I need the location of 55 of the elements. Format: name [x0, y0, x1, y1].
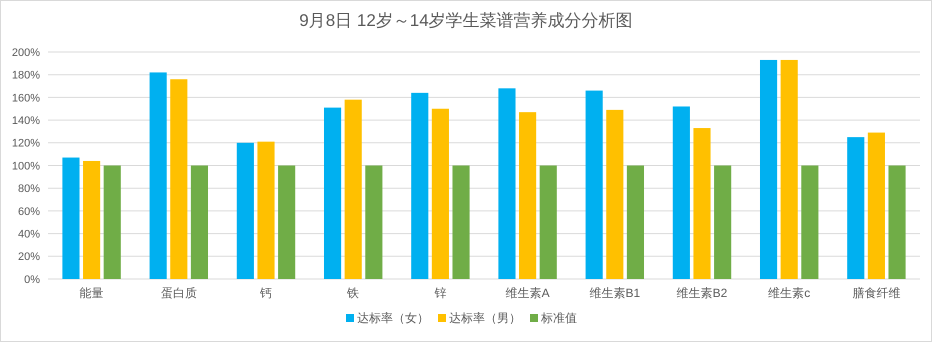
- bar: [498, 88, 516, 279]
- bar: [278, 166, 296, 279]
- bar: [672, 106, 690, 279]
- x-tick-label: 维生素B1: [589, 286, 640, 300]
- x-tick-label: 钙: [259, 286, 272, 300]
- bar: [150, 72, 167, 279]
- y-tick-label: 80%: [18, 183, 40, 196]
- y-tick-label: 100%: [12, 160, 40, 172]
- y-tick-label: 120%: [12, 138, 40, 150]
- bar: [170, 79, 188, 279]
- bar: [780, 60, 798, 279]
- bar: [411, 92, 428, 279]
- chart-title: 9月8日 12岁～14岁学生菜谱营养成分分析图: [299, 11, 633, 30]
- y-tick-label: 140%: [12, 114, 40, 127]
- bar: [760, 60, 778, 279]
- y-tick-label: 180%: [12, 70, 40, 82]
- bar: [104, 166, 121, 279]
- bar: [257, 142, 275, 279]
- bar: [190, 166, 208, 279]
- bar: [83, 160, 100, 279]
- legend-label: 标准值: [540, 311, 577, 325]
- bar: [868, 132, 885, 279]
- y-tick-label: 20%: [18, 251, 40, 264]
- bar: [714, 166, 732, 279]
- legend-label: 达标率（男）: [449, 311, 521, 325]
- bar: [847, 137, 864, 279]
- bar: [519, 112, 536, 279]
- bar: [888, 166, 906, 279]
- legend-label: 达标率（女）: [357, 311, 429, 325]
- x-tick-label: 锌: [433, 286, 446, 300]
- x-tick-label: 维生素c: [768, 286, 810, 300]
- bar: [586, 90, 603, 279]
- bar: [540, 166, 557, 279]
- x-tick-label: 铁: [346, 286, 360, 300]
- bar: [324, 108, 342, 279]
- x-tick-label: 维生素A: [506, 286, 550, 300]
- bar: [626, 166, 644, 279]
- x-tick-label: 蛋白质: [160, 286, 197, 300]
- bar: [62, 158, 80, 279]
- bar: [693, 128, 711, 279]
- y-tick-label: 200%: [12, 46, 40, 59]
- x-tick-label: 膳食纤维: [852, 286, 900, 300]
- y-tick-label: 40%: [18, 228, 40, 240]
- bar: [801, 166, 818, 279]
- y-tick-label: 160%: [12, 92, 40, 104]
- x-tick-label: 维生素B2: [676, 286, 728, 300]
- bar: [432, 108, 449, 279]
- y-tick-label: 60%: [18, 206, 40, 218]
- y-tick-label: 0%: [24, 274, 40, 286]
- x-tick-label: 能量: [80, 286, 104, 300]
- bar: [236, 142, 254, 279]
- bar: [452, 166, 470, 279]
- bar: [344, 100, 362, 279]
- bar: [365, 166, 382, 279]
- bar: [606, 110, 624, 279]
